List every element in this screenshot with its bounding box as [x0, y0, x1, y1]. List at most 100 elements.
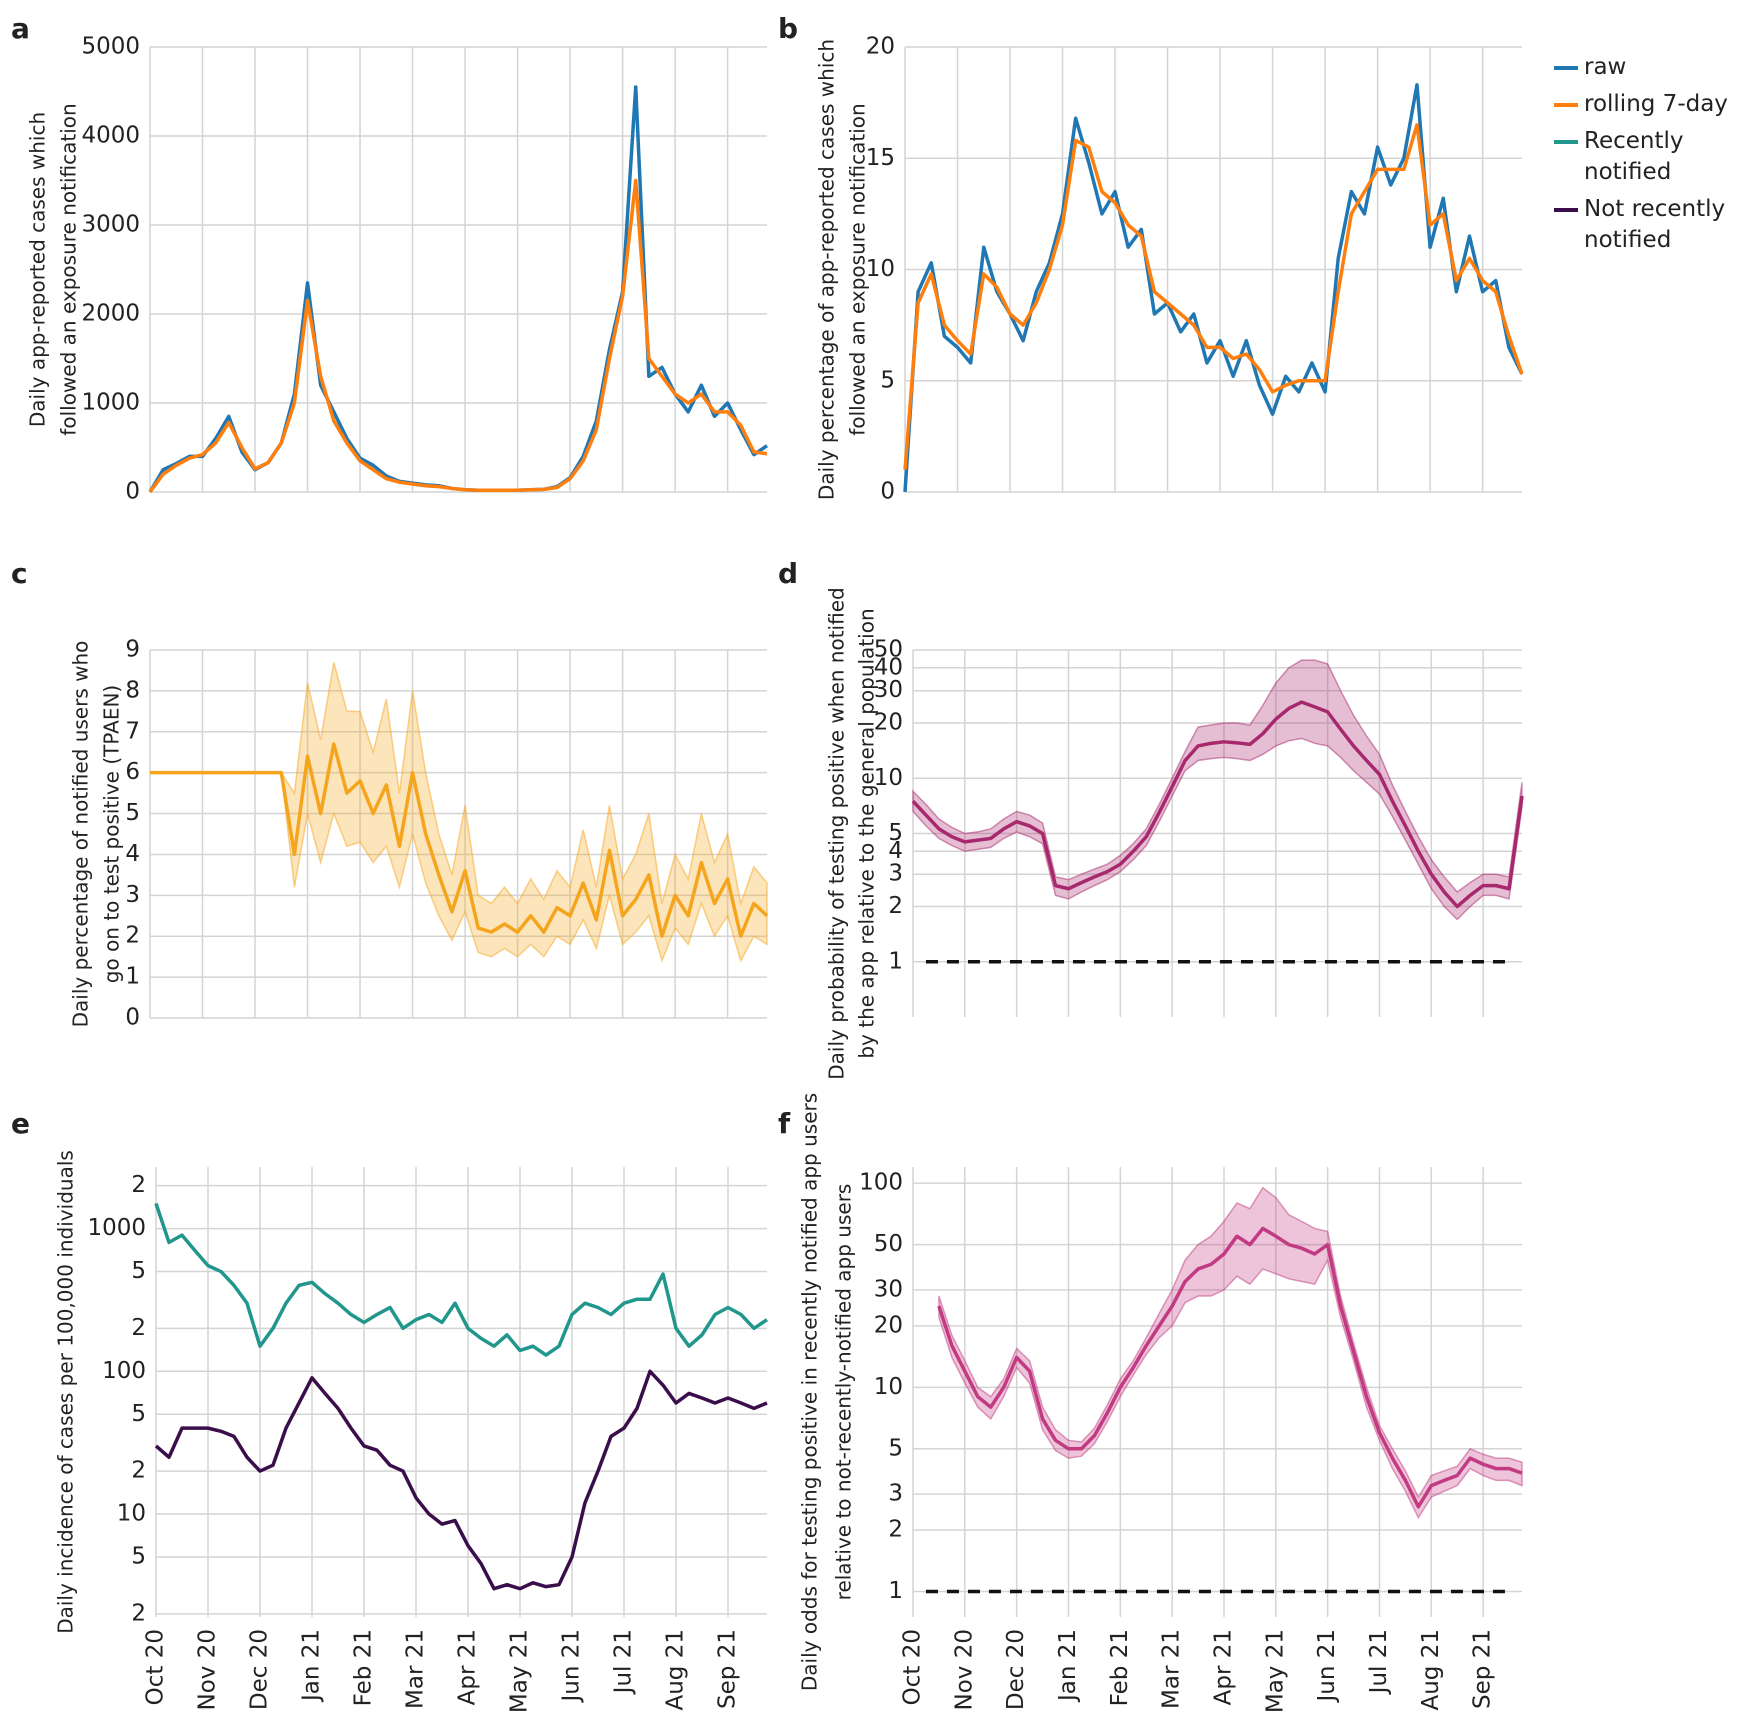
y-tick-label: 8 [125, 677, 140, 703]
y-tick-label: 5 [131, 1401, 146, 1427]
x-tick-label: Mar 21 [1159, 1629, 1185, 1709]
y-tick-label: 30 [874, 677, 903, 703]
x-tick-label: May 21 [507, 1629, 533, 1713]
x-tick-label: Apr 21 [455, 1629, 481, 1705]
y-tick-label: 3000 [81, 212, 140, 238]
series-line [148, 178, 768, 494]
panel-label: e [11, 1107, 30, 1140]
y-tick-label: 5 [131, 1544, 146, 1570]
y-tick-label: 20 [874, 710, 903, 736]
y-tick-label: 6 [125, 759, 140, 785]
y-tick-label: 2 [888, 1517, 903, 1543]
x-tick-label: Aug 21 [663, 1629, 689, 1711]
legend-swatch [1554, 66, 1578, 70]
x-tick-label: Oct 20 [900, 1629, 926, 1705]
y-tick-label: 10 [117, 1501, 146, 1527]
series-line [903, 123, 1524, 470]
legend-item: Recently notified [1552, 126, 1738, 188]
x-tick-label: Feb 21 [351, 1629, 377, 1706]
y-axis-label: followed an exposure notification [846, 103, 870, 435]
y-tick-label: 3 [888, 861, 903, 887]
y-tick-label: 0 [125, 1005, 140, 1031]
y-tick-label: 2 [131, 1600, 146, 1626]
confidence-band [938, 1186, 1523, 1520]
legend-swatch [1554, 103, 1578, 107]
panel-label: b [778, 12, 798, 45]
y-tick-label: 5 [125, 800, 140, 826]
legend-label: raw [1584, 54, 1627, 80]
y-axis-label: by the app relative to the general popul… [855, 608, 879, 1058]
y-axis-label: go on to test positive (TPAEN) [100, 685, 124, 983]
x-tick-label: Jan 21 [299, 1629, 325, 1703]
legend-label: rolling 7-day [1584, 91, 1728, 117]
y-axis-label: Daily app-reported cases which [26, 112, 50, 427]
x-tick-label: Jul 21 [1366, 1629, 1392, 1695]
y-tick-label: 10 [874, 765, 903, 791]
legend-label: Not recently notified [1584, 196, 1726, 253]
y-tick-label: 3 [888, 1481, 903, 1507]
y-tick-label: 0 [125, 479, 140, 505]
y-tick-label: 3 [125, 882, 140, 908]
y-tick-label: 0 [880, 479, 895, 505]
y-tick-label: 5 [880, 367, 895, 393]
series-line [937, 1226, 1523, 1509]
y-axis-label: followed an exposure notification [57, 103, 81, 435]
x-tick-label: Jun 21 [1314, 1629, 1340, 1704]
y-tick-label: 9 [125, 637, 140, 663]
y-tick-label: 7 [125, 718, 140, 744]
y-tick-label: 2 [125, 923, 140, 949]
x-tick-label: Jul 21 [611, 1629, 637, 1695]
x-tick-label: Sep 21 [715, 1629, 741, 1709]
x-tick-label: May 21 [1262, 1629, 1288, 1713]
x-tick-label: Oct 20 [143, 1629, 169, 1705]
y-tick-label: 30 [874, 1276, 903, 1302]
y-tick-label: 10 [866, 256, 895, 282]
y-tick-label: 20 [866, 34, 895, 60]
legend-swatch [1554, 208, 1578, 212]
panel-label: a [11, 12, 30, 45]
x-tick-label: Apr 21 [1210, 1629, 1236, 1705]
y-tick-label: 2 [131, 1172, 146, 1198]
y-tick-label: 1 [888, 1578, 903, 1604]
y-axis-label: Daily percentage of app-reported cases w… [815, 39, 839, 500]
series-line [911, 700, 1524, 909]
y-tick-label: 5 [131, 1258, 146, 1284]
panel-label: c [11, 557, 28, 590]
y-axis-label: Daily incidence of cases per 100,000 ind… [54, 1150, 78, 1634]
x-tick-label: Aug 21 [1418, 1629, 1444, 1711]
y-tick-label: 4000 [81, 123, 140, 149]
y-tick-label: 4 [888, 838, 903, 864]
legend-label: Recently notified [1584, 128, 1684, 185]
y-tick-label: 5 [888, 820, 903, 846]
series-line [154, 1202, 768, 1357]
y-tick-label: 40 [874, 654, 903, 680]
y-axis-label: relative to not-recently-notified app us… [832, 1184, 856, 1601]
x-tick-label: Nov 20 [195, 1629, 221, 1710]
y-tick-label: 1000 [87, 1215, 146, 1241]
series-line [154, 1369, 768, 1591]
y-axis-label: Daily odds for testing positive in recen… [798, 1093, 822, 1691]
y-tick-label: 1000 [81, 390, 140, 416]
y-tick-label: 4 [125, 841, 140, 867]
x-tick-label: Mar 21 [403, 1629, 429, 1709]
x-tick-label: Jun 21 [559, 1629, 585, 1704]
legend-swatch [1554, 140, 1578, 144]
legend: raw rolling 7-day Recently notified Not rec… [1552, 52, 1738, 262]
y-tick-label: 100 [102, 1358, 146, 1384]
panel-label: f [778, 1107, 791, 1140]
x-tick-label: Feb 21 [1107, 1629, 1133, 1706]
x-tick-label: Dec 20 [247, 1629, 273, 1710]
y-tick-label: 10 [874, 1374, 903, 1400]
y-tick-label: 1 [888, 948, 903, 974]
legend-item: rolling 7-day [1552, 89, 1738, 120]
y-axis-label: Daily probability of testing positive wh… [825, 587, 849, 1079]
y-tick-label: 5 [888, 1435, 903, 1461]
x-tick-label: Nov 20 [951, 1629, 977, 1710]
y-tick-label: 100 [859, 1170, 903, 1196]
x-tick-label: Dec 20 [1003, 1629, 1029, 1710]
x-tick-label: Jan 21 [1055, 1629, 1081, 1703]
y-tick-label: 15 [866, 145, 895, 171]
series-line [150, 742, 769, 938]
